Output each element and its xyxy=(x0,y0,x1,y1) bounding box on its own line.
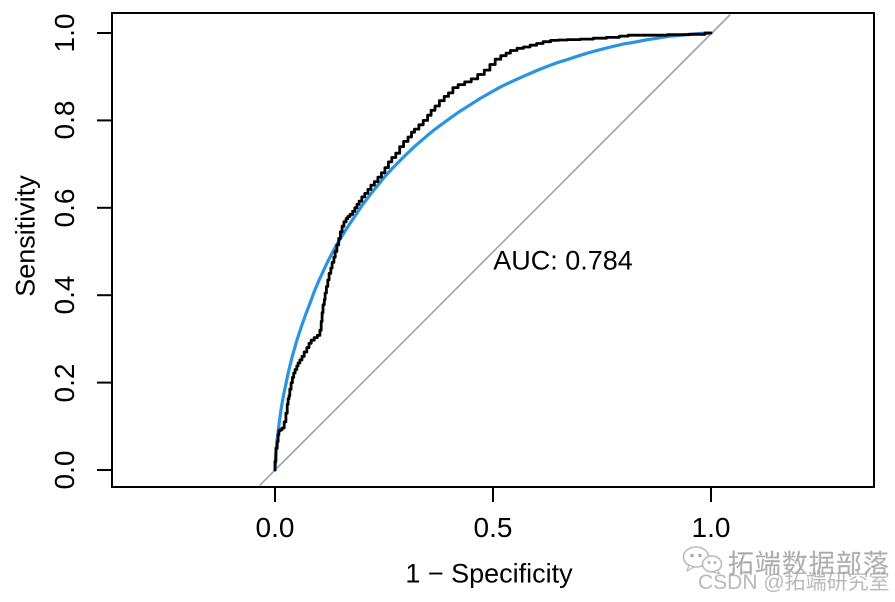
y-tick-label: 0.4 xyxy=(49,275,80,315)
axis-ticks xyxy=(97,32,712,502)
y-tick-label: 0.6 xyxy=(49,188,80,228)
y-tick-label: 0.2 xyxy=(49,363,80,403)
wechat-icon xyxy=(682,546,723,574)
x-tick-label: 0.0 xyxy=(255,512,295,543)
chart-series xyxy=(259,14,731,486)
auc-annotation: AUC: 0.784 xyxy=(493,245,633,276)
chance-diagonal xyxy=(259,14,731,486)
y-tick-label: 0.8 xyxy=(49,100,80,140)
roc-smoothed xyxy=(273,31,713,472)
plot-border xyxy=(111,12,875,488)
x-tick-label: 1.0 xyxy=(691,512,731,543)
y-tick-label: 1.0 xyxy=(49,13,80,53)
watermark-csdn-text: CSDN @拓端研究室 xyxy=(698,571,890,594)
y-axis-title: Sensitivity xyxy=(10,175,41,297)
x-tick-label: 0.5 xyxy=(473,512,513,543)
roc-empirical xyxy=(273,31,713,472)
watermark-brand-text: 拓端数据部落 xyxy=(728,549,891,579)
x-axis-title: 1 − Specificity xyxy=(405,558,573,589)
y-tick-label: 0.0 xyxy=(49,450,80,490)
